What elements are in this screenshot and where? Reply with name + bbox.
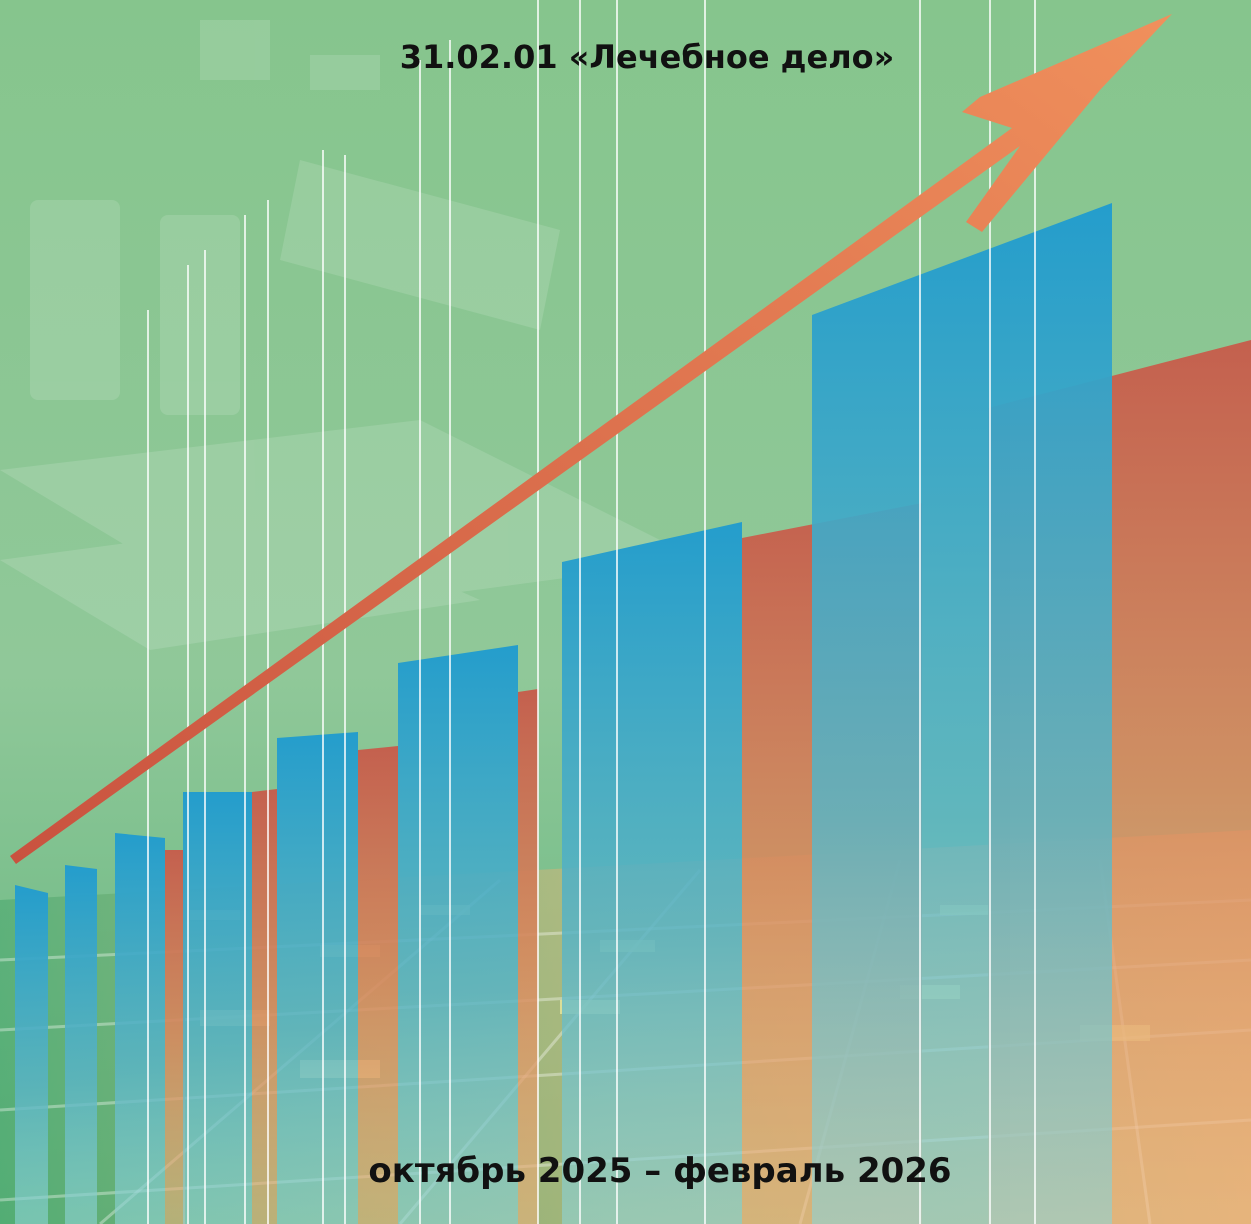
cover: 31.02.01 «Лечебное дело» октябрь 2025 – … — [0, 0, 1251, 1224]
title: 31.02.01 «Лечебное дело» — [400, 38, 895, 76]
page: 31.02.01 «Лечебное дело» октябрь 2025 – … — [0, 0, 1251, 1224]
period: октябрь 2025 – февраль 2026 — [368, 1151, 951, 1191]
